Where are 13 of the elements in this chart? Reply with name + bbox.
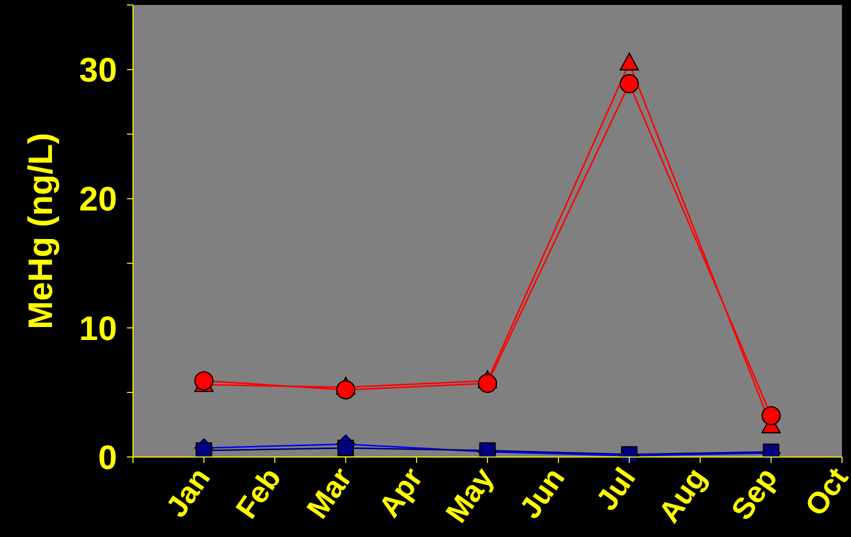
x-tick-label: Sep	[725, 462, 784, 526]
y-axis-title: MeHg (ng/L)	[22, 132, 60, 330]
x-tick-label: Feb	[230, 462, 288, 525]
y-tick-label: 10	[79, 310, 117, 348]
y-tick-label: 30	[79, 51, 117, 90]
x-tick-label: Jul	[590, 462, 642, 517]
x-tick-label: Jan	[160, 462, 217, 524]
y-tick-label: 20	[79, 180, 117, 219]
x-tick-label: Oct	[799, 462, 851, 522]
x-tick-label: Jun	[514, 462, 572, 525]
y-tick-label: 0	[98, 438, 117, 477]
x-tick-label: Apr	[372, 462, 430, 524]
x-tick-label: Mar	[301, 462, 359, 525]
